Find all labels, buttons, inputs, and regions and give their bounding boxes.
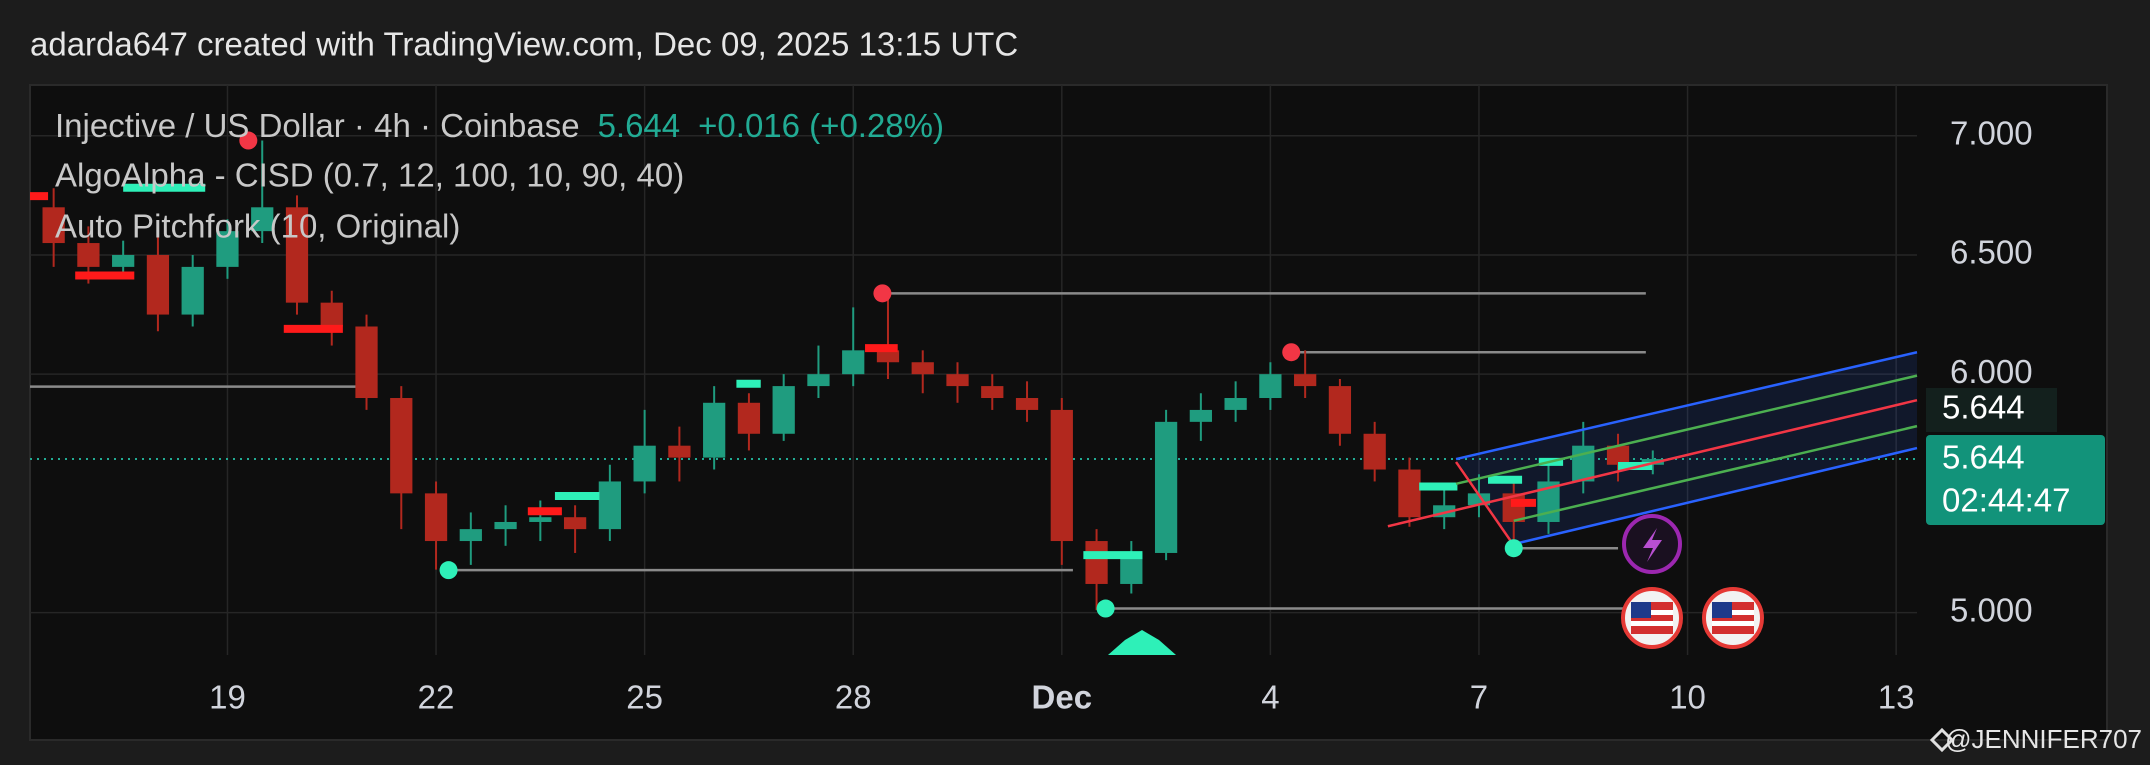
candle-body: [1224, 398, 1247, 410]
candle-body: [1154, 421, 1178, 553]
candle-body: [251, 207, 274, 232]
candle-body: [1398, 469, 1421, 518]
change: +0.016 (+0.28%): [698, 107, 944, 144]
flag-stripe: [1712, 610, 1754, 615]
flag-stripe: [1631, 621, 1673, 626]
price-label: 5.644: [1942, 389, 2025, 426]
flag-icon[interactable]: [1702, 587, 1764, 649]
candle-body: [1015, 398, 1039, 410]
symbol: Injective / US Dollar · 4h · Coinbase: [55, 107, 580, 144]
y-tick-label: 6.500: [1950, 234, 2033, 271]
candle-body: [1259, 374, 1282, 399]
flag-stripe: [1712, 621, 1754, 626]
candle-body: [981, 386, 1004, 399]
last-price: 5.644: [598, 107, 681, 144]
candle-body: [737, 402, 761, 434]
candle-body: [772, 386, 795, 434]
x-tick-label: 19: [209, 679, 246, 716]
candle-body: [1189, 409, 1212, 422]
indicator-name: Auto Pitchfork (10, Original): [55, 208, 460, 245]
candle-body: [807, 374, 830, 387]
x-tick-label: 7: [1470, 679, 1488, 716]
y-tick-label: 6.000: [1950, 353, 2033, 390]
watermark: @JENNIFER707: [1945, 724, 2142, 754]
candle-body: [112, 254, 135, 267]
candle-body: [598, 481, 621, 530]
indicator-name: AlgoAlpha - CISD (0.7, 12, 100, 10, 90, …: [55, 157, 684, 194]
x-tick-label: Dec: [1032, 679, 1093, 716]
flag-canton: [1631, 602, 1651, 618]
candle-body: [633, 445, 656, 482]
candle-body: [285, 207, 309, 303]
swing-marker: [239, 131, 258, 150]
x-tick-label: 28: [835, 679, 872, 716]
plot-area: [30, 85, 1918, 655]
candle-body: [1050, 409, 1073, 542]
pitchfork-line: [1455, 374, 1918, 486]
swing-marker: [1504, 539, 1523, 558]
candle-body: [842, 350, 865, 375]
candle-body: [424, 493, 448, 542]
candle-body: [390, 398, 413, 494]
price-label-box: [1926, 388, 2057, 432]
pitchfork-fill: [1456, 352, 1917, 545]
y-tick-label: 5.000: [1950, 591, 2033, 628]
last-price-label: 5.644: [1942, 439, 2025, 476]
x-tick-label: 10: [1669, 679, 1706, 716]
candle-body: [216, 231, 239, 267]
candle-body: [1120, 552, 1143, 584]
candle-body: [1606, 445, 1630, 465]
flag-canton: [1712, 602, 1732, 618]
pitchfork-line: [1454, 461, 1515, 547]
header: adarda647 created with TradingView.com, …: [30, 26, 1018, 63]
candle-body: [1328, 386, 1352, 434]
candle-body: [77, 243, 100, 267]
candle-body: [1433, 505, 1456, 518]
countdown: 02:44:47: [1942, 482, 2070, 519]
flag-stripe: [1631, 610, 1673, 615]
swing-marker: [439, 561, 458, 580]
last-price-box: [1926, 435, 2105, 525]
signal-marker: [1108, 630, 1176, 655]
pitchfork-line: [1387, 398, 1918, 528]
swing-marker: [873, 284, 892, 303]
candle-body: [1085, 541, 1108, 584]
swing-marker: [1282, 343, 1301, 362]
pitchfork-line: [1513, 446, 1918, 546]
candle-body: [146, 254, 170, 315]
candle-body: [911, 362, 934, 375]
x-tick-label: 4: [1261, 679, 1279, 716]
candle-body: [181, 266, 204, 315]
candle-body: [1294, 374, 1317, 387]
candle-body: [355, 326, 378, 399]
swing-marker: [1096, 599, 1115, 618]
candle-body: [703, 402, 726, 458]
lightning: [1643, 528, 1662, 562]
candle-body: [668, 445, 691, 458]
x-tick-label: 13: [1878, 679, 1915, 716]
candle-body: [459, 529, 482, 542]
y-tick-label: 7.000: [1950, 114, 2033, 151]
x-tick-label: 25: [626, 679, 663, 716]
watermark-icon: [1929, 727, 1955, 753]
candle-body: [946, 374, 969, 387]
candle-body: [876, 350, 900, 363]
candle-body: [1363, 433, 1386, 470]
candle-body: [42, 207, 65, 244]
candle-body: [563, 517, 587, 530]
pitchfork-line: [1455, 351, 1918, 461]
x-tick-label: 22: [418, 679, 455, 716]
flag-icon[interactable]: [1621, 587, 1683, 649]
candle-body: [494, 521, 517, 530]
candle-body: [320, 302, 343, 327]
candle-body: [1467, 493, 1491, 506]
candle-body: [529, 517, 552, 522]
pitchfork-line: [1513, 424, 1918, 523]
legend-line: Injective / US Dollar · 4h · Coinbase 5.6…: [55, 107, 944, 144]
